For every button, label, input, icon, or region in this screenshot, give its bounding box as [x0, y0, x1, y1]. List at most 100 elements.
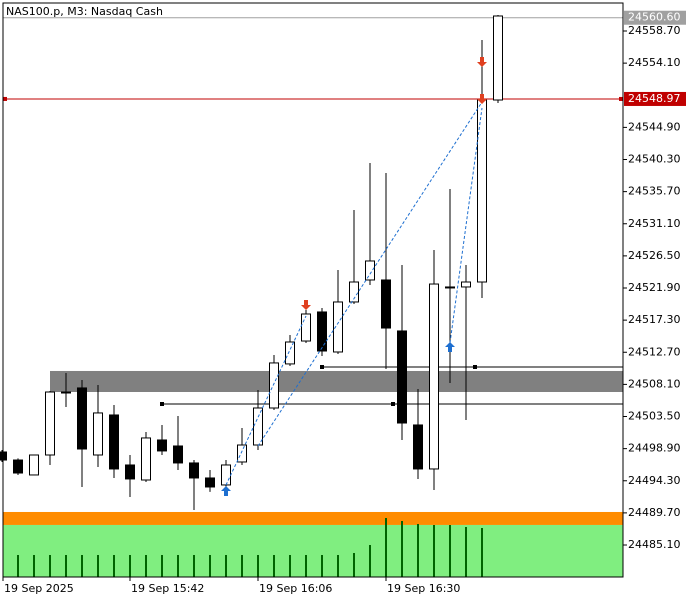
- volume-bar: [465, 527, 467, 577]
- candle-body: [205, 477, 215, 488]
- x-tick-label: 19 Sep 16:06: [259, 582, 332, 595]
- y-tick-label: 24517.30: [628, 313, 681, 326]
- x-tick-label: 19 Sep 15:42: [131, 582, 204, 595]
- candle-body: [45, 391, 55, 456]
- candle-body: [157, 439, 167, 452]
- candles-layer: [0, 15, 503, 510]
- trade-markers: [160, 57, 487, 496]
- zone: [50, 370, 623, 392]
- bid-marker: [619, 96, 623, 101]
- y-tick-label: 24489.70: [628, 506, 681, 519]
- last-price-label: 24560.60: [628, 11, 681, 24]
- sell-arrow: [477, 94, 487, 104]
- plot-frame: [2, 2, 624, 578]
- sell-arrow: [301, 300, 311, 310]
- y-tick-label: 24554.10: [628, 56, 681, 69]
- volume-bar: [113, 555, 115, 577]
- candle-body: [349, 281, 359, 303]
- candle-body: [381, 279, 391, 329]
- volume-bar: [385, 518, 387, 577]
- volume-bar: [209, 555, 211, 577]
- candle-body: [77, 387, 87, 450]
- zone: [3, 511, 623, 525]
- level-anchor: [160, 402, 164, 406]
- volume-bar: [17, 555, 19, 577]
- candle-body: [13, 459, 23, 474]
- y-tick-label: 24494.30: [628, 474, 681, 487]
- level-anchor: [320, 365, 324, 369]
- volume-bar: [481, 528, 483, 577]
- candle-body: [189, 462, 199, 479]
- chart-title: NAS100.p, M3: Nasdaq Cash: [6, 5, 163, 18]
- volume-bar: [401, 521, 403, 577]
- candle-body: [477, 99, 487, 283]
- volume-bar: [81, 555, 83, 577]
- candle-body: [109, 414, 119, 470]
- volume-bar: [369, 545, 371, 577]
- y-tick-label: 24526.50: [628, 249, 681, 262]
- candle-body: [221, 464, 231, 486]
- candle-body: [413, 424, 423, 470]
- candle-body: [461, 281, 471, 288]
- candle-body: [365, 260, 375, 281]
- y-tick-label: 24531.10: [628, 217, 681, 230]
- candle-body: [445, 286, 455, 289]
- candle-body: [269, 362, 279, 409]
- candle-body: [333, 301, 343, 353]
- volume-bar: [257, 555, 259, 577]
- y-tick-label: 24503.50: [628, 410, 681, 423]
- candle-body: [429, 283, 439, 470]
- x-tick-label: 19 Sep 2025: [4, 582, 74, 595]
- y-tick-label: 24544.90: [628, 120, 681, 133]
- volume-bar: [225, 555, 227, 577]
- candle-body: [317, 311, 327, 352]
- volume-bar: [337, 555, 339, 577]
- volume-bar: [129, 555, 131, 577]
- y-tick-label: 24535.70: [628, 185, 681, 198]
- candle-body: [29, 454, 39, 476]
- candle-body: [253, 407, 263, 446]
- y-tick-label: 24498.90: [628, 442, 681, 455]
- volume-bar: [321, 555, 323, 577]
- candle-body: [93, 412, 103, 456]
- y-tick-label: 24558.70: [628, 24, 681, 37]
- candle-body: [493, 15, 503, 101]
- volume-bar: [289, 555, 291, 577]
- trade-line: [225, 315, 307, 486]
- level-anchor: [391, 402, 395, 406]
- volume-bar: [433, 525, 435, 577]
- buy-arrow: [445, 342, 455, 352]
- y-tick-label: 24540.30: [628, 153, 681, 166]
- y-tick-label: 24521.90: [628, 281, 681, 294]
- volume-layer: [17, 518, 483, 577]
- zone: [3, 524, 623, 577]
- volume-bar: [97, 555, 99, 577]
- y-tick-label: 24508.10: [628, 377, 681, 390]
- trade-line: [449, 107, 483, 344]
- candle-body: [301, 313, 311, 342]
- volume-bar: [33, 555, 35, 577]
- buy-arrow: [221, 486, 231, 496]
- x-tick-label: 19 Sep 16:30: [387, 582, 460, 595]
- y-tick-label: 24512.70: [628, 345, 681, 358]
- trade-line: [257, 101, 483, 447]
- volume-bar: [177, 555, 179, 577]
- y-tick-label: 24485.10: [628, 538, 681, 551]
- sell-arrow: [477, 57, 487, 67]
- bid-marker: [3, 96, 7, 101]
- volume-bar: [273, 555, 275, 577]
- candle-body: [237, 444, 247, 463]
- axis-layer: 24558.70 24554.10 24544.90 24540.30 24535.70…: [2, 11, 686, 595]
- volume-bar: [49, 555, 51, 577]
- volume-bar: [161, 555, 163, 577]
- candle-body: [397, 330, 407, 424]
- volume-bar: [145, 555, 147, 577]
- candle-body: [61, 391, 71, 394]
- volume-bar: [449, 525, 451, 577]
- zones-layer: [3, 370, 623, 577]
- candle-body: [125, 464, 135, 480]
- bid-label: 24548.97: [628, 92, 681, 105]
